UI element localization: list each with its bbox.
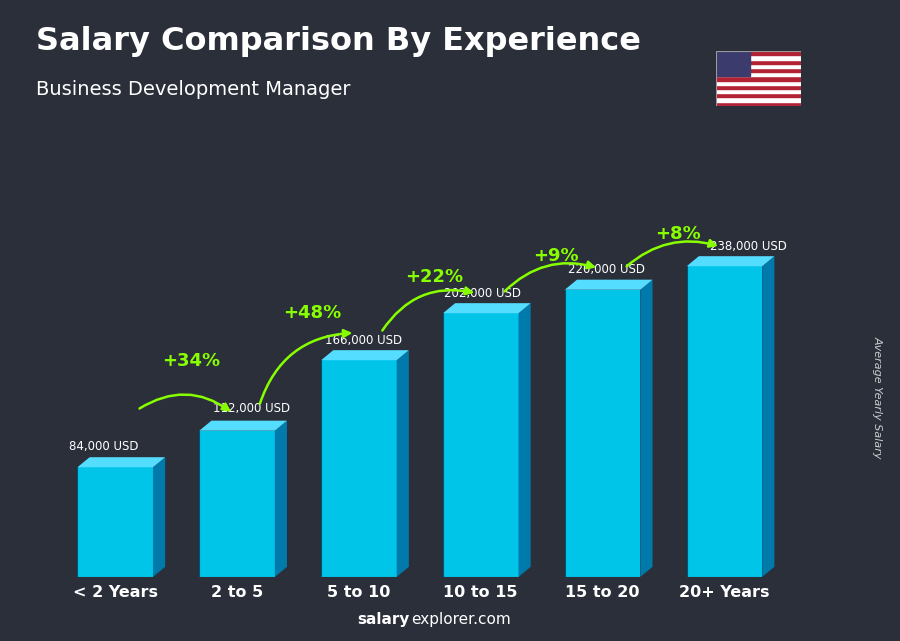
Polygon shape [641,279,652,577]
Polygon shape [518,303,531,577]
Text: explorer.com: explorer.com [411,612,511,627]
Bar [565,290,641,577]
Text: 166,000 USD: 166,000 USD [325,333,402,347]
Bar [716,51,750,76]
Polygon shape [274,420,287,577]
Bar [716,85,801,89]
Text: 202,000 USD: 202,000 USD [445,287,521,299]
Polygon shape [762,256,774,577]
Polygon shape [321,350,409,360]
Polygon shape [687,256,774,266]
Text: 220,000 USD: 220,000 USD [569,263,645,276]
Bar [687,266,762,577]
Text: 238,000 USD: 238,000 USD [710,240,787,253]
Bar [716,51,801,56]
Text: +22%: +22% [405,268,464,286]
Text: Business Development Manager: Business Development Manager [36,80,350,99]
Polygon shape [77,457,166,467]
Bar [716,93,801,97]
Bar [716,76,801,81]
Bar [716,89,801,93]
Bar [716,101,801,106]
Text: Average Yearly Salary: Average Yearly Salary [872,336,883,459]
Polygon shape [443,303,531,313]
Text: salary: salary [357,612,410,627]
Bar [716,68,801,72]
Polygon shape [199,420,287,431]
Bar [321,360,397,577]
Bar [716,72,801,76]
Text: +9%: +9% [534,247,579,265]
Bar [716,64,801,68]
Text: +34%: +34% [162,353,220,370]
Bar [716,81,801,85]
Polygon shape [397,350,409,577]
Polygon shape [153,457,166,577]
Bar [716,60,801,64]
Text: +8%: +8% [655,225,701,243]
Text: +48%: +48% [284,304,342,322]
Bar [77,467,153,577]
Bar [199,431,274,577]
Bar [716,56,801,60]
Polygon shape [565,279,652,290]
Text: Salary Comparison By Experience: Salary Comparison By Experience [36,26,641,56]
Text: 112,000 USD: 112,000 USD [212,403,290,415]
Bar [716,97,801,101]
Bar [443,313,518,577]
Text: 84,000 USD: 84,000 USD [69,440,139,453]
